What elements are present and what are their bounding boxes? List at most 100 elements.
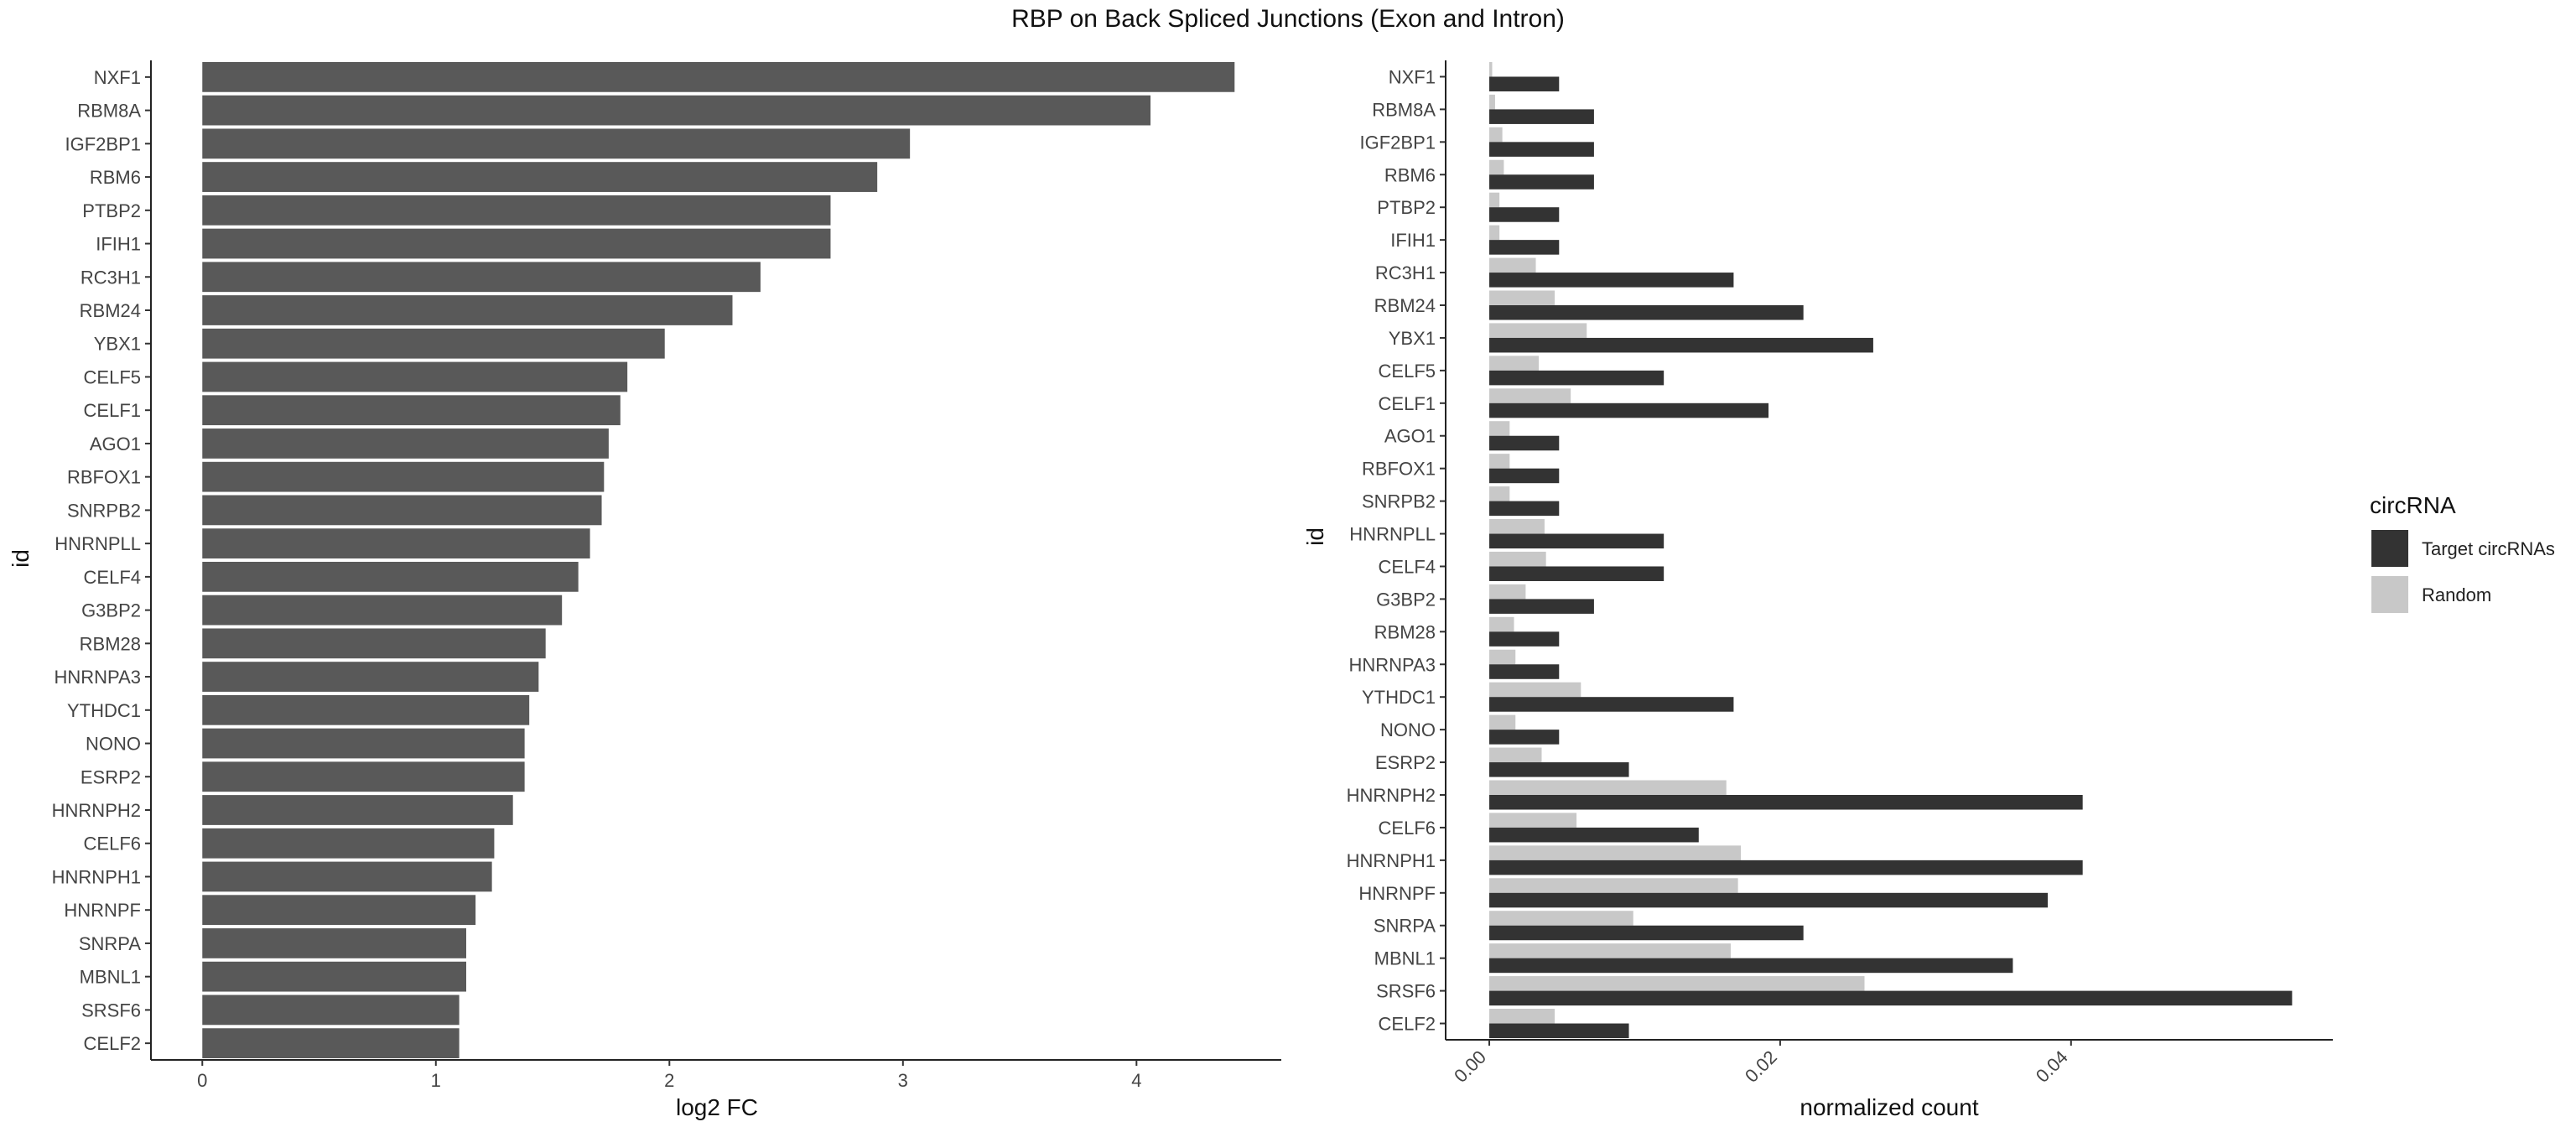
y-tick-label: HNRNPH1: [52, 866, 141, 887]
bar-random-ago1: [1489, 421, 1510, 436]
bar-target-rbm24: [1489, 305, 1804, 320]
y-tick-label: ESRP2: [80, 766, 141, 787]
bar-random-esrp2: [1489, 747, 1542, 763]
y-tick-label: RBM28: [80, 633, 141, 654]
right-x-axis-title: normalized count: [1800, 1094, 1978, 1120]
y-tick-label: SRSF6: [81, 1000, 141, 1021]
x-tick-label: 0.04: [2032, 1046, 2072, 1087]
y-tick-label: RBM6: [90, 167, 141, 188]
y-tick-label: HNRNPH2: [1347, 785, 1436, 806]
bar-target-celf6: [1489, 827, 1699, 843]
y-tick-label: MBNL1: [1374, 948, 1436, 969]
y-tick-label: CELF5: [1379, 361, 1436, 382]
y-tick-label: NONO: [86, 734, 141, 755]
bar-random-ythdc1: [1489, 682, 1581, 698]
y-tick-label: CELF6: [84, 834, 141, 854]
bar-random-celf1: [1489, 388, 1571, 403]
bar-random-nxf1: [1489, 61, 1493, 77]
y-tick-label: SRSF6: [1376, 981, 1436, 1002]
y-tick-label: HNRNPH1: [1347, 850, 1436, 871]
legend-swatch-random: [2371, 576, 2408, 613]
bar-rbm24: [202, 295, 733, 325]
bar-random-celf2: [1489, 1009, 1555, 1024]
legend: circRNA Target circRNAs Random: [2370, 492, 2555, 613]
legend-swatch-target: [2371, 530, 2408, 567]
bar-target-hnrnpll: [1489, 533, 1665, 549]
bar-random-ptbp2: [1489, 192, 1500, 208]
x-tick-label: 3: [898, 1070, 908, 1091]
bar-random-celf4: [1489, 551, 1546, 567]
x-tick-label: 0.00: [1450, 1046, 1490, 1087]
bar-target-celf4: [1489, 566, 1665, 581]
bar-esrp2: [202, 761, 525, 792]
y-tick-label: YTHDC1: [67, 700, 141, 721]
bar-target-rbm28: [1489, 631, 1560, 647]
y-tick-label: AGO1: [1384, 426, 1436, 447]
bar-random-rbm8a: [1489, 94, 1495, 110]
bar-target-rc3h1: [1489, 273, 1734, 288]
y-tick-label: G3BP2: [1376, 589, 1436, 610]
bar-snrpa: [202, 928, 466, 958]
bar-target-ptbp2: [1489, 207, 1560, 222]
bar-rbm28: [202, 628, 546, 659]
bar-random-nono: [1489, 714, 1516, 730]
y-tick-label: RBM8A: [77, 101, 141, 122]
bar-target-celf1: [1489, 402, 1769, 418]
bar-target-igf2bp1: [1489, 142, 1594, 157]
bar-celf4: [202, 561, 579, 592]
bar-rbm8a: [202, 95, 1151, 126]
bar-rc3h1: [202, 262, 761, 293]
left-x-axis-title: log2 FC: [676, 1094, 758, 1120]
bar-ythdc1: [202, 694, 530, 725]
bar-random-celf6: [1489, 813, 1577, 828]
y-tick-label: NONO: [1380, 719, 1436, 740]
right-y-axis-title: id: [1302, 527, 1328, 546]
y-tick-label: HNRNPA3: [54, 667, 141, 688]
y-tick-label: RBM8A: [1372, 99, 1436, 120]
bar-target-hnrnpa3: [1489, 664, 1560, 679]
y-tick-label: SNRPB2: [67, 500, 141, 521]
bar-random-rbm6: [1489, 159, 1504, 175]
y-tick-label: RBFOX1: [1362, 459, 1436, 480]
bar-g3bp2: [202, 595, 563, 626]
bar-target-hnrnph2: [1489, 795, 2083, 810]
bar-ptbp2: [202, 195, 831, 226]
bar-hnrnpll: [202, 528, 590, 559]
legend-label-random: Random: [2422, 584, 2491, 605]
y-tick-label: ESRP2: [1375, 752, 1436, 773]
bar-target-hnrnph1: [1489, 860, 2083, 875]
legend-title: circRNA: [2370, 492, 2456, 518]
bar-target-ifih1: [1489, 240, 1560, 255]
x-tick-label: 0: [197, 1070, 207, 1091]
bar-random-g3bp2: [1489, 584, 1526, 600]
y-tick-label: CELF4: [1379, 556, 1436, 577]
bar-target-rbfox1: [1489, 468, 1560, 484]
y-tick-label: HNRNPA3: [1348, 654, 1436, 675]
y-tick-label: RBM6: [1384, 164, 1436, 185]
bar-celf1: [202, 395, 621, 426]
y-tick-label: RC3H1: [1375, 262, 1436, 283]
x-tick-label: 0.02: [1741, 1046, 1781, 1087]
y-tick-label: RBM24: [1374, 295, 1436, 316]
legend-label-target: Target circRNAs: [2422, 538, 2555, 559]
bar-srsf6: [202, 995, 460, 1026]
y-tick-label: SNRPB2: [1362, 491, 1436, 512]
y-tick-label: CELF5: [84, 366, 141, 387]
y-tick-label: RC3H1: [80, 267, 141, 288]
bar-target-celf2: [1489, 1023, 1629, 1039]
y-tick-label: HNRNPF: [1358, 883, 1436, 904]
bar-target-snrpb2: [1489, 501, 1560, 517]
bar-target-ybx1: [1489, 337, 1873, 353]
bar-nxf1: [202, 61, 1235, 92]
bar-random-ybx1: [1489, 323, 1587, 338]
bar-random-srsf6: [1489, 976, 1865, 991]
y-tick-label: IGF2BP1: [65, 133, 141, 154]
y-tick-label: RBM28: [1374, 621, 1436, 642]
x-tick-label: 4: [1131, 1070, 1141, 1091]
bar-target-snrpa: [1489, 925, 1804, 941]
bar-celf6: [202, 828, 495, 859]
y-tick-label: HNRNPH2: [52, 800, 141, 821]
y-tick-label: CELF1: [84, 400, 141, 421]
bar-random-celf5: [1489, 356, 1540, 371]
y-tick-label: CELF6: [1379, 818, 1436, 839]
